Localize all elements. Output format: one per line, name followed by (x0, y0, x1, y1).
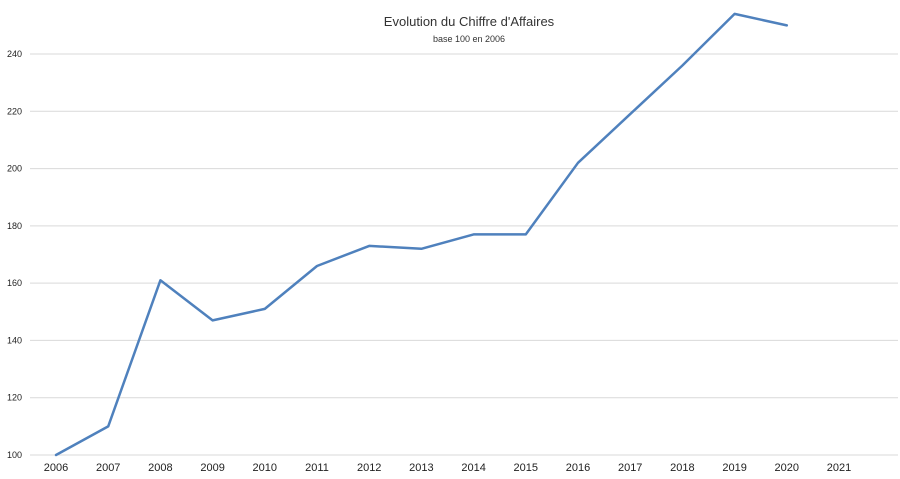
y-tick-label: 100 (7, 450, 22, 460)
y-tick-label: 120 (7, 393, 22, 403)
x-tick-label: 2020 (775, 462, 799, 474)
x-tick-label: 2015 (514, 462, 538, 474)
x-tick-label: 2011 (305, 462, 329, 474)
x-axis-tick-labels: 2006 2007 2008 2009 2010 2011 2012 2013 2014 2015… (44, 462, 851, 474)
x-tick-label: 2019 (722, 462, 746, 474)
x-tick-label: 2007 (96, 462, 120, 474)
y-tick-label: 140 (7, 335, 22, 345)
x-tick-label: 2006 (44, 462, 68, 474)
x-tick-label: 2016 (566, 462, 590, 474)
x-tick-label: 2014 (461, 462, 485, 474)
x-tick-label: 2010 (253, 462, 277, 474)
series-group (54, 12, 789, 457)
x-tick-label: 2013 (409, 462, 433, 474)
x-tick-label: 2012 (357, 462, 381, 474)
y-tick-label: 200 (7, 164, 22, 174)
chart-subtitle: base 100 en 2006 (433, 34, 505, 44)
y-tick-label: 240 (7, 49, 22, 59)
x-tick-label: 2018 (670, 462, 694, 474)
y-tick-label: 160 (7, 278, 22, 288)
y-axis-tick-labels: 100 120 140 160 180 200 220 240 (7, 49, 22, 460)
x-tick-label: 2009 (200, 462, 224, 474)
x-tick-label: 2017 (618, 462, 642, 474)
y-tick-label: 180 (7, 221, 22, 231)
x-tick-label: 2021 (827, 462, 851, 474)
gridlines (30, 53, 898, 456)
x-tick-label: 2008 (148, 462, 172, 474)
y-tick-label: 220 (7, 106, 22, 116)
chart-title: Evolution du Chiffre d'Affaires (384, 14, 555, 29)
